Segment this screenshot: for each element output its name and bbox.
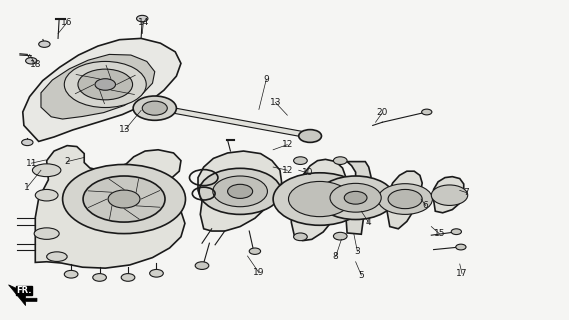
Polygon shape	[198, 151, 282, 231]
Text: 13: 13	[119, 125, 131, 134]
Ellipse shape	[32, 164, 61, 177]
Text: 19: 19	[253, 268, 265, 277]
Text: 14: 14	[138, 18, 149, 27]
Circle shape	[228, 184, 253, 198]
Text: 2: 2	[64, 157, 70, 166]
Circle shape	[431, 185, 468, 205]
Circle shape	[95, 79, 116, 90]
Text: 4: 4	[366, 218, 372, 227]
Circle shape	[93, 274, 106, 281]
Text: 11: 11	[26, 159, 37, 168]
Text: 10: 10	[302, 168, 313, 177]
Text: 18: 18	[30, 60, 41, 68]
Text: 12: 12	[282, 140, 293, 149]
Polygon shape	[434, 177, 464, 213]
Polygon shape	[346, 162, 371, 234]
Circle shape	[299, 130, 321, 142]
Polygon shape	[387, 171, 422, 229]
Circle shape	[78, 69, 133, 100]
Circle shape	[330, 183, 381, 212]
Circle shape	[344, 191, 367, 204]
Polygon shape	[41, 54, 155, 119]
Text: FR.: FR.	[16, 286, 32, 295]
Text: 1: 1	[24, 183, 30, 192]
Text: 5: 5	[358, 271, 364, 280]
Circle shape	[64, 270, 78, 278]
Circle shape	[195, 262, 209, 269]
Circle shape	[64, 61, 146, 108]
Circle shape	[273, 173, 366, 225]
Circle shape	[39, 41, 50, 47]
Circle shape	[63, 164, 185, 234]
Circle shape	[333, 157, 347, 164]
Circle shape	[133, 96, 176, 120]
Ellipse shape	[34, 228, 59, 239]
Polygon shape	[9, 285, 37, 306]
Ellipse shape	[35, 189, 58, 201]
Circle shape	[213, 176, 267, 207]
Circle shape	[378, 184, 432, 214]
Circle shape	[121, 274, 135, 281]
Circle shape	[451, 229, 461, 235]
Polygon shape	[291, 159, 346, 241]
Circle shape	[83, 176, 165, 222]
Text: 8: 8	[333, 252, 339, 261]
Text: 17: 17	[456, 269, 468, 278]
Circle shape	[288, 181, 351, 217]
Circle shape	[26, 58, 37, 64]
Circle shape	[333, 232, 347, 240]
Circle shape	[137, 15, 148, 22]
Circle shape	[150, 269, 163, 277]
Polygon shape	[35, 146, 185, 268]
Text: 16: 16	[61, 18, 73, 27]
Text: 7: 7	[464, 188, 469, 197]
Circle shape	[249, 248, 261, 254]
Circle shape	[388, 189, 422, 209]
Circle shape	[199, 168, 281, 214]
Text: 6: 6	[423, 201, 428, 210]
Text: 3: 3	[354, 247, 360, 256]
Text: 15: 15	[434, 229, 445, 238]
Circle shape	[294, 157, 307, 164]
Circle shape	[422, 109, 432, 115]
Polygon shape	[158, 105, 319, 140]
Circle shape	[456, 244, 466, 250]
Polygon shape	[23, 38, 181, 141]
Circle shape	[108, 190, 140, 208]
Text: 9: 9	[263, 75, 269, 84]
Ellipse shape	[47, 252, 67, 261]
Circle shape	[317, 176, 394, 220]
Text: 12: 12	[282, 166, 293, 175]
Circle shape	[294, 233, 307, 241]
Text: 20: 20	[377, 108, 388, 117]
Text: 13: 13	[270, 98, 281, 107]
Circle shape	[142, 101, 167, 115]
Circle shape	[22, 139, 33, 146]
